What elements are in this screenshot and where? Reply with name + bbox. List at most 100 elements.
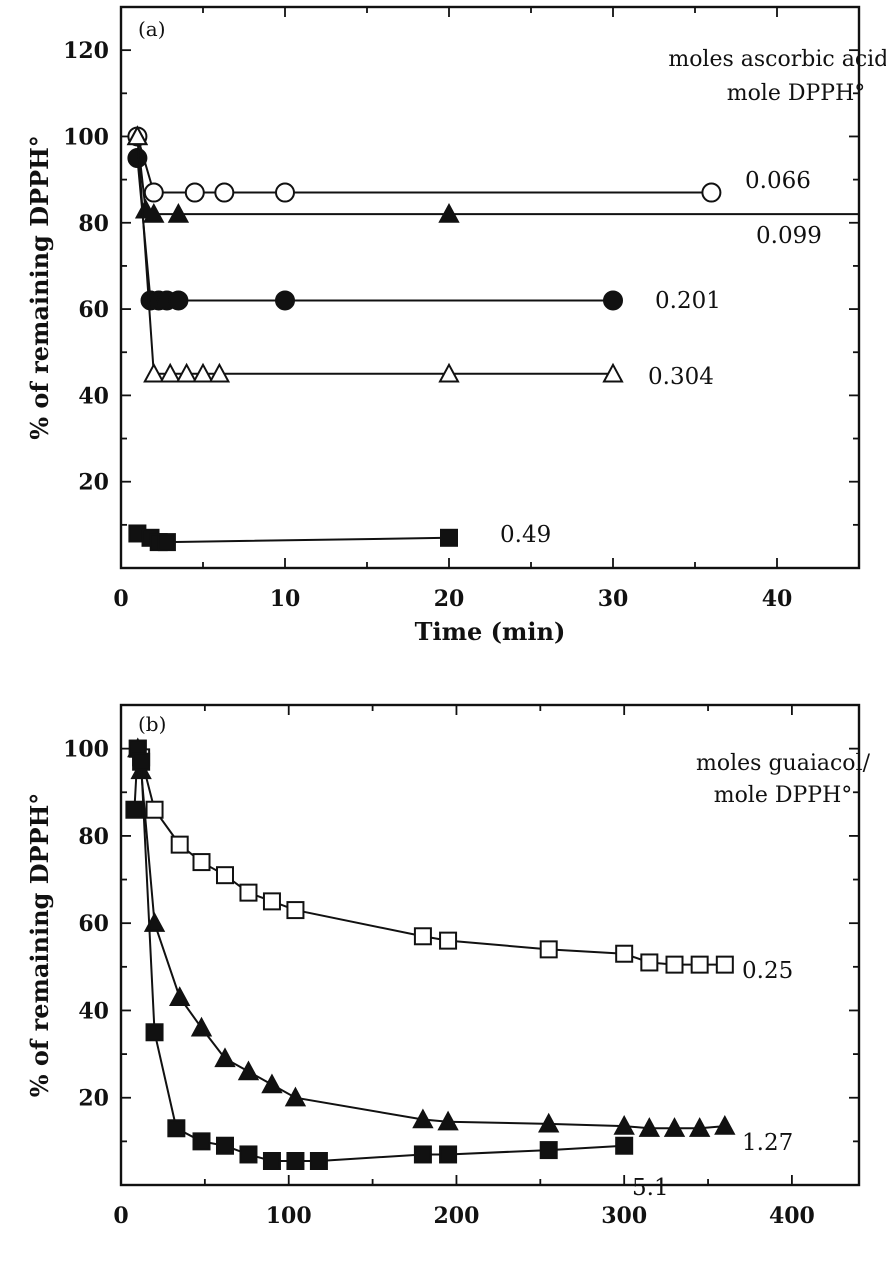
data-point <box>640 953 659 972</box>
data-point <box>286 901 305 920</box>
data-point <box>239 1145 258 1164</box>
y-tick-label: 20 <box>78 1086 109 1112</box>
data-point <box>437 1110 459 1131</box>
data-point <box>126 125 149 146</box>
y-tick-label: 100 <box>63 124 109 150</box>
data-point <box>284 1086 307 1107</box>
series-label: 0.099 <box>756 223 822 249</box>
data-point <box>539 940 558 959</box>
data-point <box>665 955 684 974</box>
data-point <box>262 892 281 911</box>
data-point <box>214 1047 236 1068</box>
data-point <box>439 1145 458 1164</box>
data-point <box>159 362 181 383</box>
legend-title-line2: mole DPPH° <box>714 783 853 808</box>
series-label: 5.1 <box>632 1175 669 1201</box>
data-point <box>192 853 211 872</box>
series-0.49: 0.49 <box>128 522 551 552</box>
data-point <box>412 1108 434 1129</box>
y-tick-label: 80 <box>78 824 109 850</box>
series-label: 0.25 <box>742 958 793 984</box>
data-point <box>184 182 205 203</box>
y-tick-label: 40 <box>78 383 109 409</box>
data-point <box>438 203 460 223</box>
data-point <box>168 290 189 311</box>
series-label: 0.066 <box>745 168 811 194</box>
x-tick-label: 0 <box>113 586 128 612</box>
data-point <box>215 866 234 885</box>
data-point <box>239 883 258 902</box>
series-label: 1.27 <box>742 1130 793 1156</box>
data-point <box>413 927 432 946</box>
data-point <box>603 290 623 311</box>
y-tick-label: 80 <box>78 211 109 237</box>
data-point <box>192 1132 211 1151</box>
panel-label: (a) <box>138 17 166 41</box>
data-point <box>175 362 198 383</box>
data-point <box>143 362 165 383</box>
data-point <box>157 533 176 552</box>
series-label: 0.304 <box>648 364 714 390</box>
y-tick-label: 60 <box>78 911 109 937</box>
x-axis-title: Time (min) <box>415 617 566 646</box>
y-tick-label: 60 <box>78 297 109 323</box>
data-point <box>690 955 709 974</box>
data-point <box>125 800 144 819</box>
data-point <box>538 1112 560 1133</box>
data-point <box>714 1114 736 1135</box>
data-point <box>262 1152 281 1170</box>
series-line <box>136 157 613 302</box>
data-point <box>127 148 148 169</box>
y-axis-title: % of remaining DPPH° <box>25 135 54 440</box>
data-point <box>440 528 458 547</box>
series-0.099: 0.099 <box>126 125 859 249</box>
data-point <box>145 1023 164 1042</box>
series-line <box>136 136 859 216</box>
data-point <box>208 362 231 383</box>
data-point <box>309 1152 328 1170</box>
data-point <box>145 800 164 819</box>
x-tick-label: 300 <box>601 1203 647 1229</box>
y-tick-label: 120 <box>63 38 109 64</box>
data-point <box>167 1119 186 1138</box>
series-1.27: 1.27 <box>127 737 793 1156</box>
x-tick-label: 30 <box>598 586 629 612</box>
data-point <box>413 1145 432 1164</box>
data-point <box>701 182 722 203</box>
chart-panel-a: 0 10 20 30 40 20 40 60 80 100 120 % of remaining DP… <box>25 5 886 646</box>
data-point <box>214 182 235 203</box>
series-line <box>137 532 450 544</box>
y-tick-label: 20 <box>78 470 109 496</box>
data-point <box>438 362 460 383</box>
data-point <box>613 1114 635 1135</box>
data-point <box>132 752 151 771</box>
panel-label: (b) <box>138 712 166 736</box>
data-point <box>190 1016 213 1037</box>
x-tick-label: 20 <box>434 586 465 612</box>
data-point <box>215 1136 234 1155</box>
data-point <box>143 182 164 203</box>
data-point <box>261 1073 283 1094</box>
x-tick-label: 200 <box>433 1203 479 1229</box>
series-0.25: 0.25 <box>128 739 793 984</box>
series-label: 0.201 <box>655 288 721 314</box>
data-point <box>715 955 734 974</box>
x-tick-label: 0 <box>113 1203 128 1229</box>
data-point <box>169 986 191 1007</box>
data-point <box>638 1117 661 1137</box>
legend-title-line1: moles ascorbic acid/ <box>668 47 886 72</box>
legend-title-line2: mole DPPH° <box>727 81 866 106</box>
data-point <box>167 203 190 223</box>
x-tick-label: 100 <box>266 1203 312 1229</box>
series-line <box>136 136 613 375</box>
y-tick-label: 40 <box>78 998 109 1024</box>
data-point <box>192 362 214 383</box>
legend-title-line1: moles guaiacol/ <box>696 751 871 776</box>
series-5.1: 5.1 <box>125 739 669 1201</box>
y-tick-label: 100 <box>63 737 109 763</box>
series-0.304: 0.304 <box>126 125 714 390</box>
series-0.201: 0.201 <box>127 148 721 314</box>
data-point <box>663 1117 686 1137</box>
data-point <box>688 1117 711 1137</box>
